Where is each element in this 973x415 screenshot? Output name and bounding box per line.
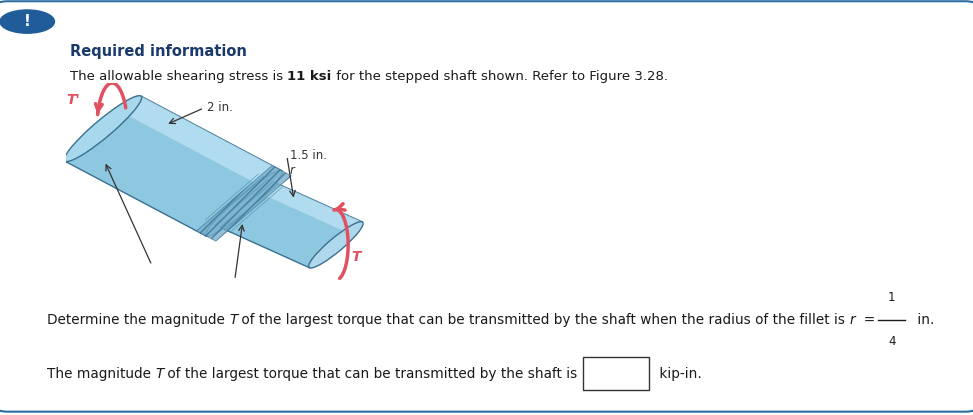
Text: Determine the magnitude: Determine the magnitude (47, 312, 229, 327)
Text: 4: 4 (888, 335, 895, 348)
Point (899, 317, 911, 322)
FancyBboxPatch shape (583, 357, 649, 390)
Text: 1.5 in.: 1.5 in. (290, 149, 327, 162)
Text: of the largest torque that can be transmitted by the shaft when the radius of th: of the largest torque that can be transm… (237, 312, 849, 327)
Text: 1: 1 (888, 291, 895, 304)
Text: 11 ksi: 11 ksi (287, 70, 332, 83)
Ellipse shape (205, 171, 282, 236)
Circle shape (0, 10, 54, 33)
Text: kip-in.: kip-in. (655, 366, 702, 381)
Text: T: T (155, 366, 163, 381)
Polygon shape (197, 166, 291, 241)
Point (872, 317, 883, 322)
Polygon shape (65, 96, 282, 236)
Text: T: T (351, 250, 361, 264)
Text: r: r (290, 164, 295, 177)
Text: =: = (855, 312, 880, 327)
Polygon shape (122, 96, 282, 187)
Ellipse shape (308, 222, 363, 268)
Text: T: T (229, 312, 237, 327)
Text: r: r (849, 312, 855, 327)
Text: in.: in. (913, 312, 934, 327)
Ellipse shape (64, 96, 142, 161)
Text: !: ! (23, 14, 31, 29)
Text: of the largest torque that can be transmitted by the shaft is: of the largest torque that can be transm… (163, 366, 578, 381)
Text: T': T' (66, 93, 80, 107)
Text: for the stepped shaft shown. Refer to Figure 3.28.: for the stepped shaft shown. Refer to Fi… (332, 70, 667, 83)
Text: 2 in.: 2 in. (207, 101, 233, 115)
Text: Required information: Required information (70, 44, 247, 59)
Text: The allowable shearing stress is: The allowable shearing stress is (70, 70, 287, 83)
Polygon shape (218, 181, 362, 268)
Polygon shape (257, 181, 362, 233)
Text: The magnitude: The magnitude (47, 366, 155, 381)
